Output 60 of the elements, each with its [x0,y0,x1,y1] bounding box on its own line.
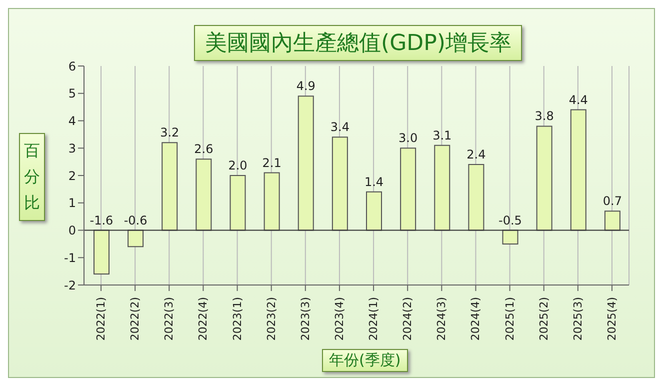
x-tick-label: 2023(4) [332,297,346,341]
bar [230,175,246,231]
x-tick-label: 2023(2) [264,297,278,341]
x-tick-label: 2024(2) [401,297,414,341]
data-label: 2.0 [228,158,248,172]
data-label: 1.4 [364,174,384,189]
x-tick-label: 2022(1) [94,297,108,341]
data-label: -0.5 [498,213,522,228]
data-label: 2.1 [262,156,282,170]
bar [570,109,586,231]
data-label: -0.6 [124,213,148,228]
data-label: -1.6 [90,213,114,228]
bar [502,230,518,244]
data-label: 3.4 [330,120,350,134]
bar [366,191,382,231]
bar [196,158,212,231]
y-tick-label: 5 [68,86,76,101]
x-tick-label: 2025(2) [537,297,550,341]
bar [468,164,484,231]
x-tick-label: 2022(2) [128,297,142,341]
y-tick-label: 1 [68,196,76,210]
y-axis-title: 百分比 [24,140,40,214]
bar [128,230,144,248]
data-label: 2.4 [466,148,486,162]
x-tick-label: 2024(4) [469,297,482,341]
x-tick-label: 2025(4) [605,297,618,341]
x-tick-label: 2022(3) [162,297,176,341]
data-label: 4.9 [296,79,316,94]
y-tick-label: 3 [68,141,76,156]
x-tick-label: 2024(1) [367,297,380,341]
x-tick-label: 2023(3) [298,297,312,341]
y-tick-label: 2 [68,168,76,183]
y-tick-label: 0 [68,224,76,238]
x-axis-title: 年份(季度) [322,349,408,372]
bar [536,126,552,231]
bar [604,210,620,231]
bar [434,144,450,231]
x-tick-label: 2024(3) [435,297,448,341]
y-tick-label: 4 [68,114,76,128]
data-label: 3.2 [160,126,180,140]
bar [298,96,314,231]
x-tick-label: 2025(3) [571,297,584,341]
y-tick-label: -1 [64,250,76,265]
data-label: 3.8 [534,109,554,124]
chart-title: 美國國內生產總值(GDP)增長率 [194,25,522,61]
bar [94,230,110,275]
data-label: 3.0 [398,131,418,146]
data-label: 3.1 [432,128,452,142]
x-tick-label: 2025(1) [503,297,516,341]
bar [400,148,416,231]
y-tick-label: 6 [68,59,76,74]
y-tick-label: -2 [64,278,76,292]
bar [264,172,280,231]
bar [162,142,178,231]
data-label: 4.4 [568,92,588,107]
x-tick-label: 2023(1) [230,297,244,341]
data-label: 0.7 [602,194,622,208]
data-label: 2.6 [194,142,214,156]
bar [332,136,348,231]
x-tick-label: 2022(4) [196,297,210,341]
